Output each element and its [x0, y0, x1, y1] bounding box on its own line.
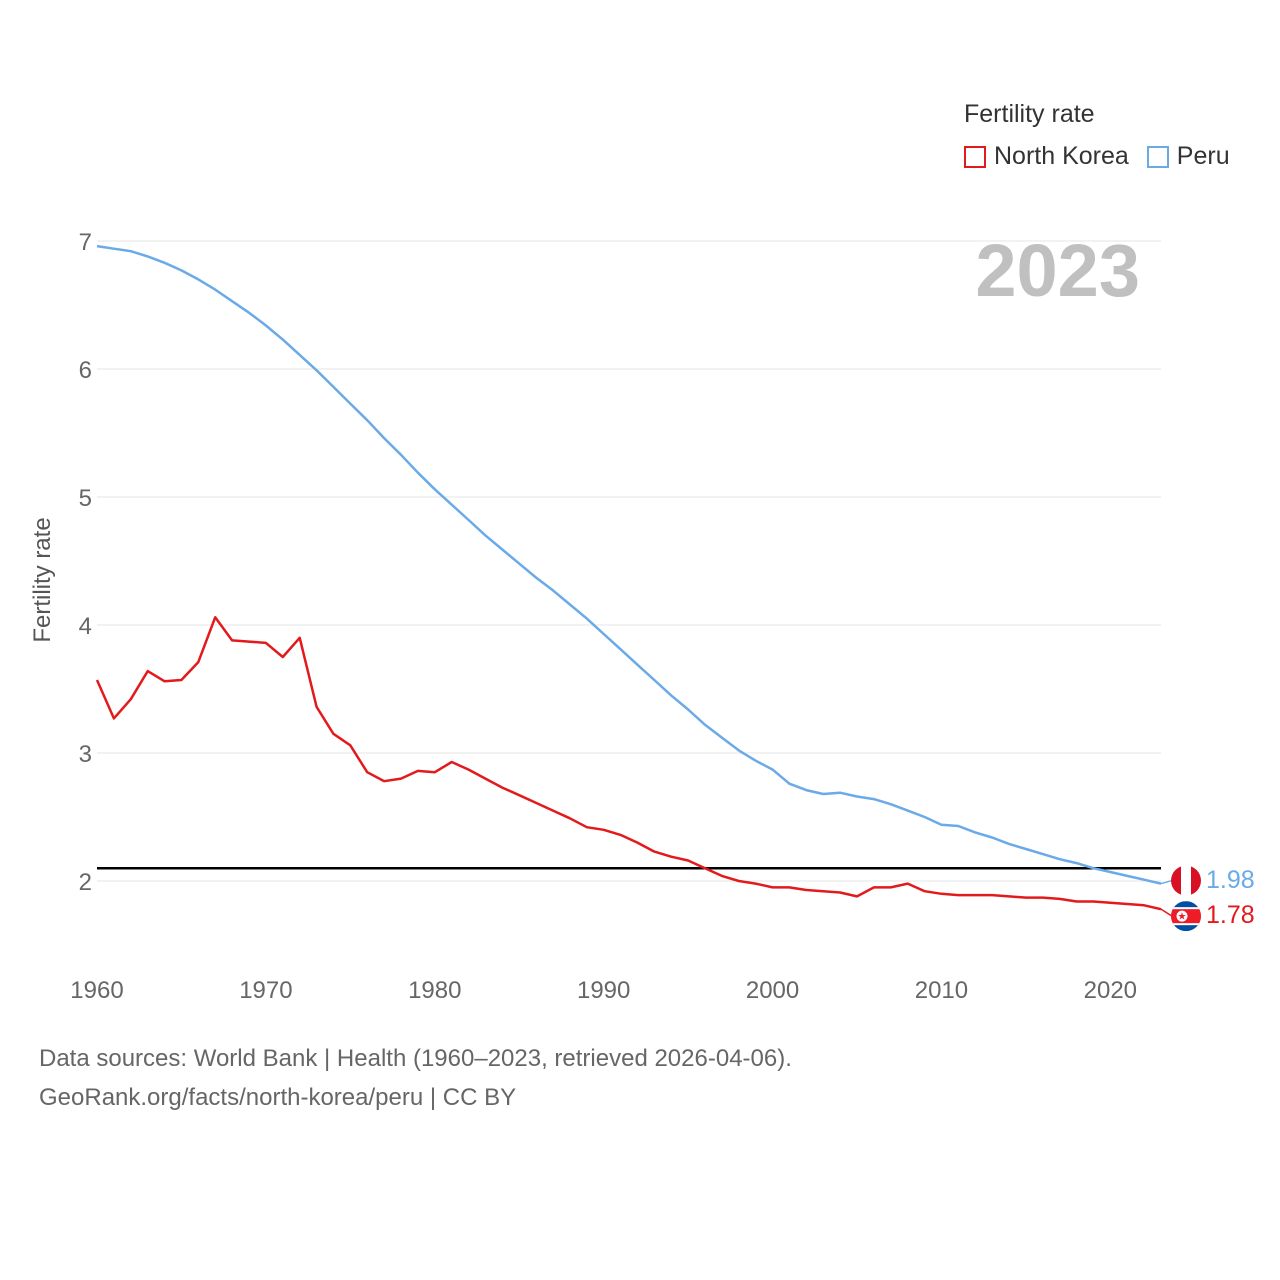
svg-text:★: ★	[1178, 912, 1187, 923]
x-tick-2000: 2000	[746, 977, 799, 1004]
source-line: Data sources: World Bank | Health (1960–…	[39, 1045, 792, 1072]
legend-label-north-korea: North Korea	[994, 142, 1129, 170]
x-axis-ticks: 1960 1970 1980 1990 2000 2010 2020	[70, 977, 1137, 1004]
x-tick-2020: 2020	[1084, 977, 1137, 1004]
north-korea-flag-icon: ★	[1171, 901, 1201, 932]
x-tick-2010: 2010	[915, 977, 968, 1004]
y-tick-3: 3	[79, 741, 92, 768]
series-line-peru	[96, 244, 1162, 885]
attribution-line: GeoRank.org/facts/north-korea/peru | CC …	[39, 1084, 517, 1111]
legend-swatch-north-korea	[964, 145, 986, 168]
x-tick-1980: 1980	[408, 977, 461, 1004]
y-tick-5: 5	[79, 485, 92, 512]
peru-flag-icon	[1171, 865, 1201, 896]
legend-item-north-korea[interactable]: North Korea	[964, 142, 1129, 171]
y-axis-ticks: 2 3 4 5 6 7	[79, 229, 92, 896]
y-tick-7: 7	[79, 229, 92, 256]
peru-connector	[1160, 879, 1173, 885]
y-tick-6: 6	[79, 357, 92, 384]
legend-title: Fertility rate	[964, 100, 1095, 128]
legend: North Korea Peru	[964, 142, 1248, 171]
end-value-peru: 1.98	[1206, 865, 1255, 894]
y-axis-label: Fertility rate	[29, 517, 56, 643]
x-tick-1970: 1970	[239, 977, 292, 1004]
series-lines	[95, 244, 1162, 911]
series-line-north-korea	[95, 616, 1162, 911]
y-tick-2: 2	[79, 869, 92, 896]
legend-swatch-peru	[1146, 145, 1169, 168]
legend-item-peru[interactable]: Peru	[1146, 142, 1230, 171]
end-flags: ★	[1160, 865, 1201, 932]
x-tick-1990: 1990	[577, 977, 630, 1004]
x-tick-1960: 1960	[70, 977, 123, 1004]
north-korea-connector	[1160, 908, 1173, 917]
gridlines	[97, 240, 1161, 882]
y-tick-4: 4	[79, 613, 92, 640]
end-value-north-korea: 1.78	[1206, 901, 1255, 930]
year-label: 2023	[975, 229, 1140, 312]
legend-label-peru: Peru	[1176, 142, 1230, 170]
